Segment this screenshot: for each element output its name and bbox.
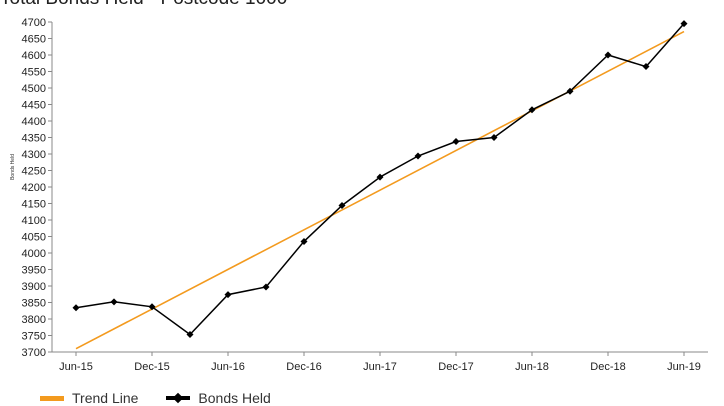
y-tick-label: 4150 — [22, 199, 46, 211]
x-tick-label: Jun-19 — [667, 361, 701, 373]
x-tick-label: Dec-17 — [438, 361, 473, 373]
y-tick-label: 4550 — [22, 67, 46, 79]
bonds-held-point — [528, 106, 536, 114]
bonds-held-point — [224, 291, 232, 299]
bonds-held-point — [604, 51, 612, 59]
y-tick-label: 4300 — [22, 149, 46, 161]
bonds-held-point — [110, 298, 118, 306]
y-tick-label: 3700 — [22, 347, 46, 359]
trend-line-layer — [75, 30, 685, 350]
y-tick-label: 4350 — [22, 133, 46, 145]
y-tick-label: 3900 — [22, 281, 46, 293]
y-axis-label: Bonds Held — [10, 154, 16, 180]
y-tick-label: 4700 — [22, 17, 46, 29]
trend-line-swatch — [40, 395, 64, 401]
x-tick-label: Dec-15 — [134, 361, 169, 373]
bonds-held-chart: Bonds Held 3700 3750 3800 3850 3900 3950 4000 4… — [10, 17, 708, 373]
legend: Trend Line Bonds Held — [40, 390, 271, 406]
bonds-held-point — [490, 134, 498, 141]
trend-line — [75, 30, 685, 350]
bonds-held-point — [452, 137, 460, 145]
bonds-held-point — [642, 63, 650, 71]
bonds-held-point — [414, 152, 422, 160]
bonds-held-point — [186, 331, 194, 339]
x-tick-label: Jun-15 — [59, 361, 93, 373]
y-tick-label: 4400 — [22, 116, 46, 128]
bonds-held-point — [148, 303, 156, 311]
legend-item-bonds-held: Bonds Held — [166, 390, 271, 406]
x-tick-label: Jun-17 — [363, 361, 397, 373]
bonds-held-point — [376, 173, 384, 181]
x-tick-label: Dec-16 — [286, 361, 321, 373]
y-tick-label: 4050 — [22, 232, 46, 244]
y-tick-label: 4100 — [22, 215, 46, 227]
bonds-held-series-layer — [72, 20, 688, 339]
y-tick-label: 4200 — [22, 182, 46, 194]
bonds-held-point — [566, 87, 574, 95]
bonds-held-point — [262, 283, 270, 291]
y-axis-title: Bonds Held — [10, 154, 16, 180]
y-axis-ticks: 3700 3750 3800 3850 3900 3950 4000 4050 4100 4150… — [22, 17, 52, 359]
legend-label-trend-line: Trend Line — [72, 390, 139, 406]
bonds-held-point — [338, 201, 346, 209]
bonds-held-swatch — [166, 393, 191, 403]
bonds-held-point — [72, 304, 80, 312]
axes — [51, 22, 708, 353]
y-tick-label: 4000 — [22, 248, 46, 260]
bonds-held-point — [300, 237, 308, 245]
x-axis-ticks: Jun-15 Dec-15 Jun-16 Dec-16 Jun-17 Dec-17 Jun-… — [59, 352, 701, 373]
bonds-held-point — [680, 20, 688, 28]
y-tick-label: 4600 — [22, 50, 46, 62]
y-tick-label: 4450 — [22, 100, 46, 112]
chart-title: Total Bonds Held - Postcode 1000 — [0, 0, 287, 10]
legend-item-trend-line: Trend Line — [40, 390, 138, 406]
y-tick-label: 4250 — [22, 166, 46, 178]
y-tick-label: 3750 — [22, 331, 46, 343]
y-tick-label: 4650 — [22, 34, 46, 46]
y-tick-label: 4500 — [22, 83, 46, 95]
x-tick-label: Jun-18 — [515, 361, 549, 373]
legend-label-bonds-held: Bonds Held — [198, 390, 271, 406]
x-tick-label: Jun-16 — [211, 361, 245, 373]
y-tick-label: 3850 — [22, 298, 46, 310]
x-tick-label: Dec-18 — [590, 361, 625, 373]
y-tick-label: 3800 — [22, 314, 46, 326]
y-tick-label: 3950 — [22, 265, 46, 277]
